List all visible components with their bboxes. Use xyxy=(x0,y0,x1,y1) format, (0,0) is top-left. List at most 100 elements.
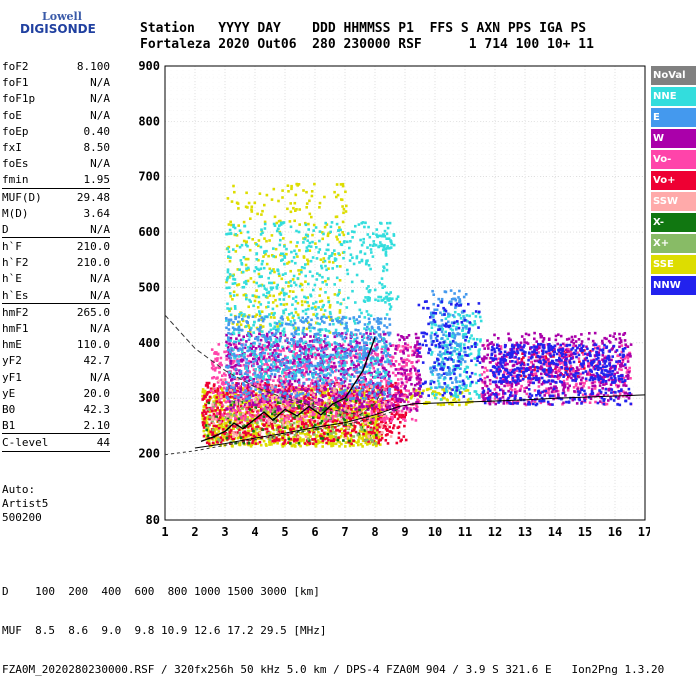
echo-point xyxy=(256,363,259,366)
echo-point xyxy=(335,443,338,446)
echo-point xyxy=(235,364,238,367)
echo-point xyxy=(329,387,332,390)
echo-point xyxy=(259,192,262,195)
echo-point xyxy=(324,280,327,283)
echo-point xyxy=(576,402,579,405)
echo-point xyxy=(253,281,256,284)
echo-point xyxy=(287,285,290,288)
echo-point xyxy=(290,188,293,191)
echo-point xyxy=(306,202,309,205)
echo-point xyxy=(530,361,533,364)
echo-point xyxy=(292,427,295,430)
echo-point xyxy=(535,372,538,375)
echo-point xyxy=(310,216,313,219)
param-name: hmF2 xyxy=(2,306,29,319)
echo-point xyxy=(492,343,495,346)
echo-point xyxy=(221,404,224,407)
echo-point xyxy=(309,421,312,424)
param-value: N/A xyxy=(90,157,110,170)
echo-point xyxy=(288,390,291,393)
echo-point xyxy=(400,400,403,403)
param-value: N/A xyxy=(90,322,110,335)
echo-point xyxy=(336,238,339,241)
echo-point xyxy=(410,383,413,386)
echo-point xyxy=(277,426,280,429)
echo-point xyxy=(281,278,284,281)
echo-point xyxy=(327,439,330,442)
echo-point xyxy=(289,202,292,205)
echo-point xyxy=(506,384,509,387)
echo-point xyxy=(289,220,292,223)
echo-point xyxy=(292,207,295,210)
echo-point xyxy=(315,357,318,360)
echo-point xyxy=(334,366,337,369)
echo-point xyxy=(410,362,413,365)
echo-point xyxy=(371,407,374,410)
echo-point xyxy=(303,356,306,359)
echo-point xyxy=(306,259,309,262)
param-value: 265.0 xyxy=(77,306,110,319)
echo-point xyxy=(297,269,300,272)
echo-point xyxy=(625,367,628,370)
echo-point xyxy=(242,335,245,338)
echo-point xyxy=(218,385,221,388)
echo-point xyxy=(342,212,345,215)
echo-point xyxy=(395,368,398,371)
echo-point xyxy=(434,391,437,394)
echo-point xyxy=(248,202,251,205)
param-value: 8.50 xyxy=(84,141,111,154)
echo-point xyxy=(213,387,216,390)
echo-point xyxy=(290,241,293,244)
echo-point xyxy=(406,336,409,339)
echo-point xyxy=(296,255,299,258)
echo-point xyxy=(309,442,312,445)
echo-point xyxy=(218,392,221,395)
echo-point xyxy=(628,397,631,400)
echo-point xyxy=(322,396,325,399)
echo-point xyxy=(224,374,227,377)
echo-point xyxy=(399,394,402,397)
echo-point xyxy=(269,294,272,297)
echo-point xyxy=(398,363,401,366)
echo-point xyxy=(589,401,592,404)
echo-point xyxy=(263,424,266,427)
echo-point xyxy=(291,383,294,386)
echo-point xyxy=(278,389,281,392)
echo-point xyxy=(387,401,390,404)
echo-point xyxy=(254,202,257,205)
echo-point xyxy=(627,377,630,380)
param-name: foF1p xyxy=(2,92,35,105)
echo-point xyxy=(231,298,234,301)
echo-point xyxy=(588,386,591,389)
echo-point xyxy=(290,429,293,432)
echo-point xyxy=(267,364,270,367)
echo-point xyxy=(273,349,276,352)
echo-point xyxy=(335,399,338,402)
param-row: hmF2 265.0 xyxy=(2,304,110,320)
param-value: 0.40 xyxy=(84,125,111,138)
echo-point xyxy=(237,407,240,410)
echo-point xyxy=(397,372,400,375)
echo-point xyxy=(356,441,359,444)
param-name: B1 xyxy=(2,419,15,432)
echo-point xyxy=(366,401,369,404)
echo-point xyxy=(395,345,398,348)
echo-point xyxy=(339,309,342,312)
echo-point xyxy=(335,429,338,432)
echo-point xyxy=(358,405,361,408)
echo-point xyxy=(340,198,343,201)
echo-point xyxy=(304,387,307,390)
echo-point xyxy=(578,338,581,341)
echo-point xyxy=(467,399,470,402)
echo-point xyxy=(376,429,379,432)
echo-point xyxy=(204,396,207,399)
echo-point xyxy=(607,399,610,402)
echo-point xyxy=(249,424,252,427)
echo-point xyxy=(286,414,289,417)
echo-point xyxy=(399,421,402,424)
echo-point xyxy=(273,316,276,319)
echo-point xyxy=(406,349,409,352)
echo-point xyxy=(340,379,343,382)
